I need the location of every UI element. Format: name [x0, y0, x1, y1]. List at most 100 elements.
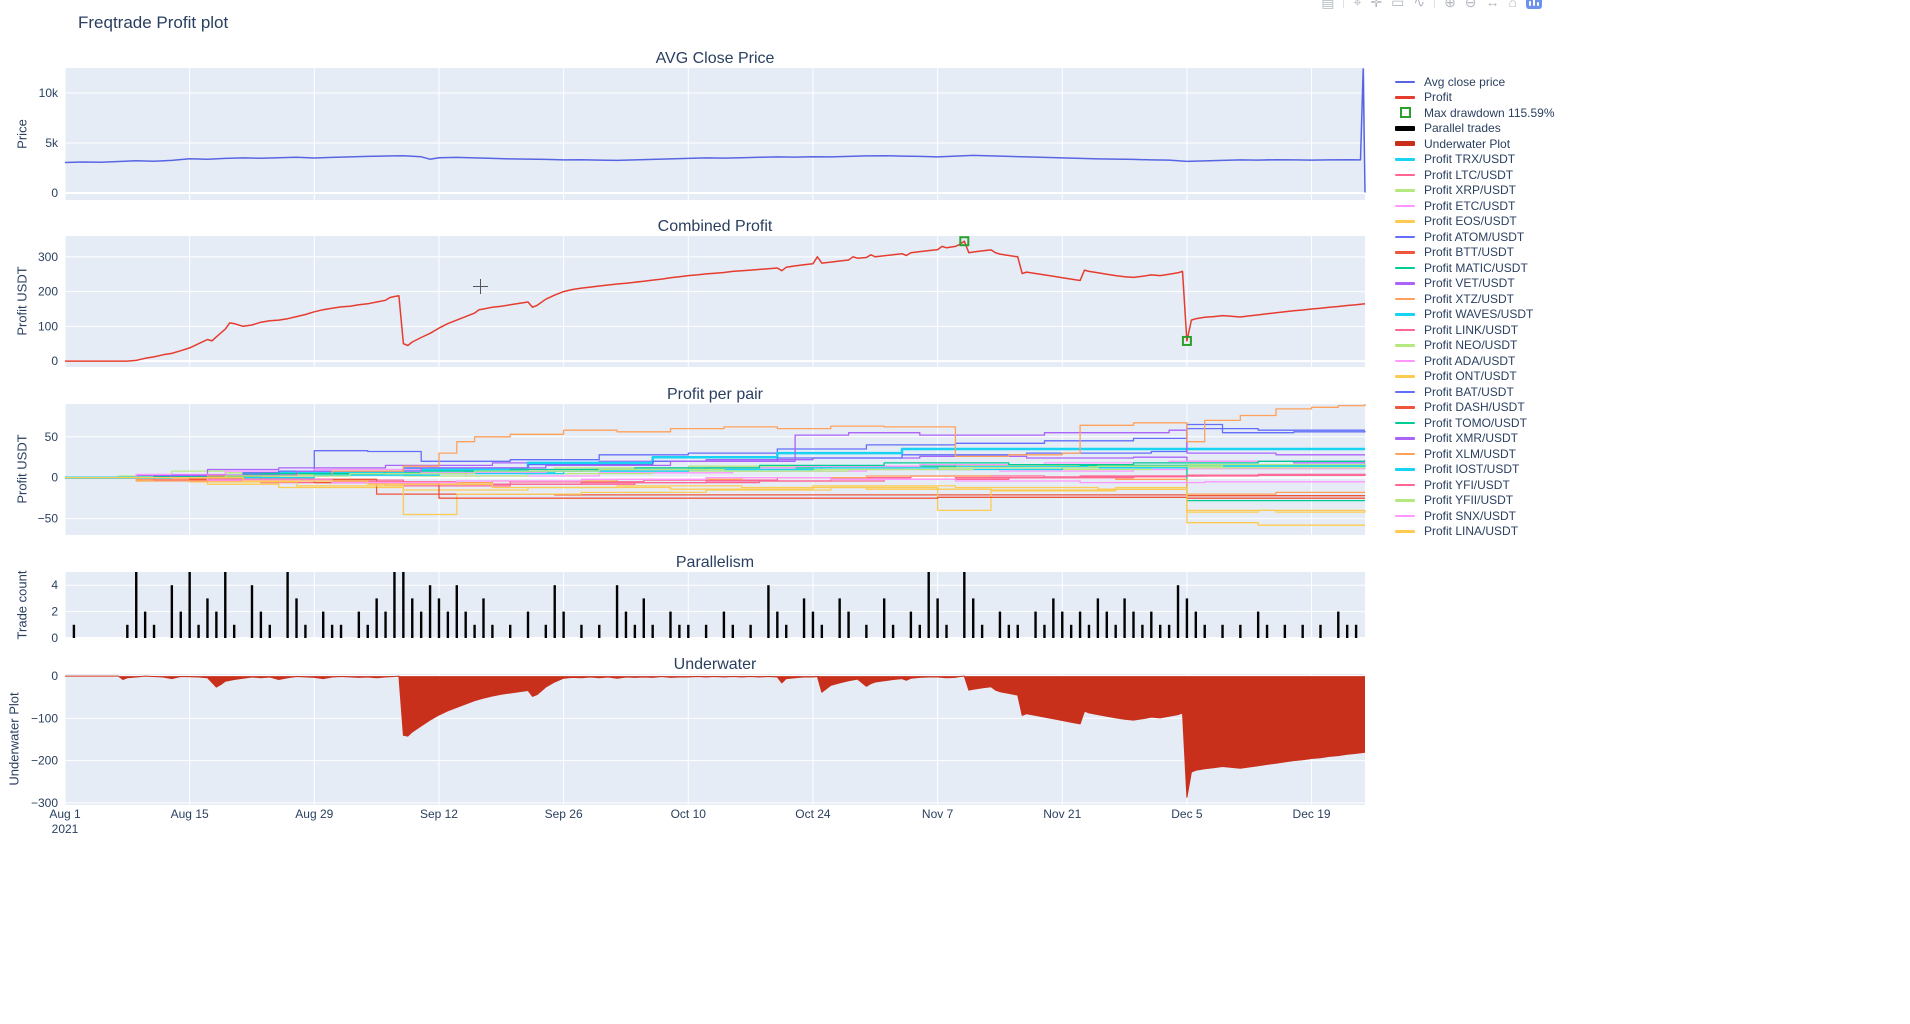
trade-count-bar[interactable] — [624, 611, 628, 638]
trade-count-bar[interactable] — [998, 611, 1002, 638]
trade-count-bar[interactable] — [491, 624, 494, 638]
legend-item[interactable]: Profit LINA/USDT — [1395, 524, 1570, 540]
trade-count-bar[interactable] — [909, 611, 913, 638]
series-line[interactable] — [65, 240, 1366, 362]
trade-count-bar[interactable] — [811, 611, 815, 638]
legend-item[interactable]: Profit TOMO/USDT — [1395, 415, 1570, 431]
trade-count-bar[interactable] — [135, 572, 138, 638]
box-select-icon[interactable]: ▭ — [1391, 0, 1405, 10]
trade-count-bar[interactable] — [891, 624, 895, 638]
trade-count-bar[interactable] — [687, 624, 690, 638]
trade-count-bar[interactable] — [268, 624, 271, 638]
trade-count-bar[interactable] — [232, 624, 236, 638]
subplot-combined-profit[interactable]: 0 100 200 300 — [0, 236, 1550, 371]
legend-item[interactable]: Profit IOST/USDT — [1395, 462, 1570, 478]
trade-count-bar[interactable] — [1043, 624, 1046, 638]
subplot-profit-per-pair[interactable]: −50 0 50 — [0, 404, 1550, 539]
trade-count-bar[interactable] — [1265, 624, 1269, 638]
trade-count-bar[interactable] — [482, 598, 485, 638]
zoom-in-icon[interactable]: ⊕ — [1444, 0, 1456, 10]
trade-count-bar[interactable] — [553, 585, 556, 638]
trade-count-bar[interactable] — [767, 585, 770, 638]
underwater-area[interactable] — [65, 676, 1365, 798]
trade-count-bar[interactable] — [1096, 598, 1100, 638]
trade-count-bar[interactable] — [1007, 624, 1011, 638]
trade-count-bar[interactable] — [1159, 624, 1162, 638]
trade-count-bar[interactable] — [1203, 624, 1206, 638]
legend-item[interactable]: Profit XRP/USDT — [1395, 183, 1570, 199]
trade-count-bar[interactable] — [330, 624, 334, 638]
trade-count-bar[interactable] — [393, 572, 396, 638]
legend-item[interactable]: Profit ONT/USDT — [1395, 369, 1570, 385]
legend-item[interactable]: Profit YFII/USDT — [1395, 493, 1570, 509]
legend-item[interactable]: Profit EOS/USDT — [1395, 214, 1570, 230]
trade-count-bar[interactable] — [1301, 624, 1304, 638]
trade-count-bar[interactable] — [473, 624, 476, 638]
legend-item[interactable]: Profit LTC/USDT — [1395, 167, 1570, 183]
legend-item[interactable]: Profit BTT/USDT — [1395, 245, 1570, 261]
legend-item[interactable]: Profit BAT/USDT — [1395, 384, 1570, 400]
trade-count-bar[interactable] — [882, 598, 886, 638]
trade-count-bar[interactable] — [838, 598, 841, 638]
reset-axes-icon[interactable]: ⌂ — [1508, 0, 1517, 10]
zoom-out-icon[interactable]: ⊖ — [1464, 0, 1477, 10]
trade-count-bar[interactable] — [580, 624, 583, 638]
trade-count-bar[interactable] — [526, 611, 530, 638]
trade-count-bar[interactable] — [1141, 624, 1144, 638]
trade-count-bar[interactable] — [785, 624, 788, 638]
series-line[interactable] — [65, 68, 1366, 193]
series-line[interactable] — [65, 675, 1366, 798]
subplot-avg-close-price[interactable]: 0 5k 10k — [0, 68, 1550, 204]
trade-count-bar[interactable] — [509, 624, 512, 638]
trade-count-bar[interactable] — [651, 624, 654, 638]
trade-count-bar[interactable] — [1034, 611, 1037, 638]
trade-count-bar[interactable] — [927, 572, 930, 638]
trade-count-bar[interactable] — [1132, 611, 1135, 638]
trade-count-bar[interactable] — [865, 624, 868, 638]
trade-count-bar[interactable] — [72, 624, 76, 638]
trade-count-bar[interactable] — [402, 572, 405, 638]
legend-item[interactable]: Parallel trades — [1395, 121, 1570, 137]
legend-item[interactable]: Profit SNX/USDT — [1395, 508, 1570, 524]
plotly-logo[interactable] — [1526, 0, 1542, 9]
legend-item[interactable]: Profit YFI/USDT — [1395, 477, 1570, 493]
trade-count-bar[interactable] — [749, 624, 752, 638]
trade-count-bar[interactable] — [615, 585, 619, 638]
trade-count-bar[interactable] — [722, 611, 726, 638]
trade-count-bar[interactable] — [1114, 624, 1117, 638]
max-drawdown-marker[interactable] — [1181, 335, 1192, 346]
trade-count-bar[interactable] — [215, 611, 218, 638]
trade-count-bar[interactable] — [1123, 598, 1126, 638]
trade-count-bar[interactable] — [1256, 611, 1260, 638]
trade-count-bar[interactable] — [980, 624, 984, 638]
trade-count-bar[interactable] — [669, 611, 672, 638]
trade-count-bar[interactable] — [1185, 598, 1189, 638]
panel-background[interactable] — [65, 236, 1365, 367]
trade-count-bar[interactable] — [1337, 611, 1340, 638]
series-line[interactable] — [65, 477, 1365, 513]
legend-item[interactable]: Profit XMR/USDT — [1395, 431, 1570, 447]
legend-item[interactable]: Max drawdown 115.59% — [1395, 105, 1570, 121]
trade-count-bar[interactable] — [633, 624, 637, 638]
trade-count-bar[interactable] — [384, 611, 387, 638]
trade-count-bar[interactable] — [1016, 624, 1019, 638]
trade-count-bar[interactable] — [1167, 624, 1171, 638]
trade-count-bar[interactable] — [1052, 598, 1055, 638]
legend-item[interactable]: Profit WAVES/USDT — [1395, 307, 1570, 323]
trade-count-bar[interactable] — [776, 611, 779, 638]
trade-count-bar[interactable] — [1061, 611, 1064, 638]
legend-item[interactable]: Profit TRX/USDT — [1395, 152, 1570, 168]
trade-count-bar[interactable] — [197, 624, 200, 638]
series-line[interactable] — [65, 404, 1366, 482]
trade-count-bar[interactable] — [322, 611, 325, 638]
trade-count-bar[interactable] — [366, 624, 369, 638]
subplot-parallelism[interactable]: 0 2 4 — [0, 572, 1550, 645]
trade-count-bar[interactable] — [562, 611, 565, 638]
legend-item[interactable]: Avg close price — [1395, 74, 1570, 90]
lasso-select-icon[interactable]: ∿ — [1413, 0, 1426, 10]
trade-count-bar[interactable] — [411, 598, 414, 638]
legend-item[interactable]: Profit MATIC/USDT — [1395, 260, 1570, 276]
trade-count-bar[interactable] — [1069, 624, 1073, 638]
trade-count-bar[interactable] — [437, 598, 441, 638]
legend-item[interactable]: Profit ETC/USDT — [1395, 198, 1570, 214]
